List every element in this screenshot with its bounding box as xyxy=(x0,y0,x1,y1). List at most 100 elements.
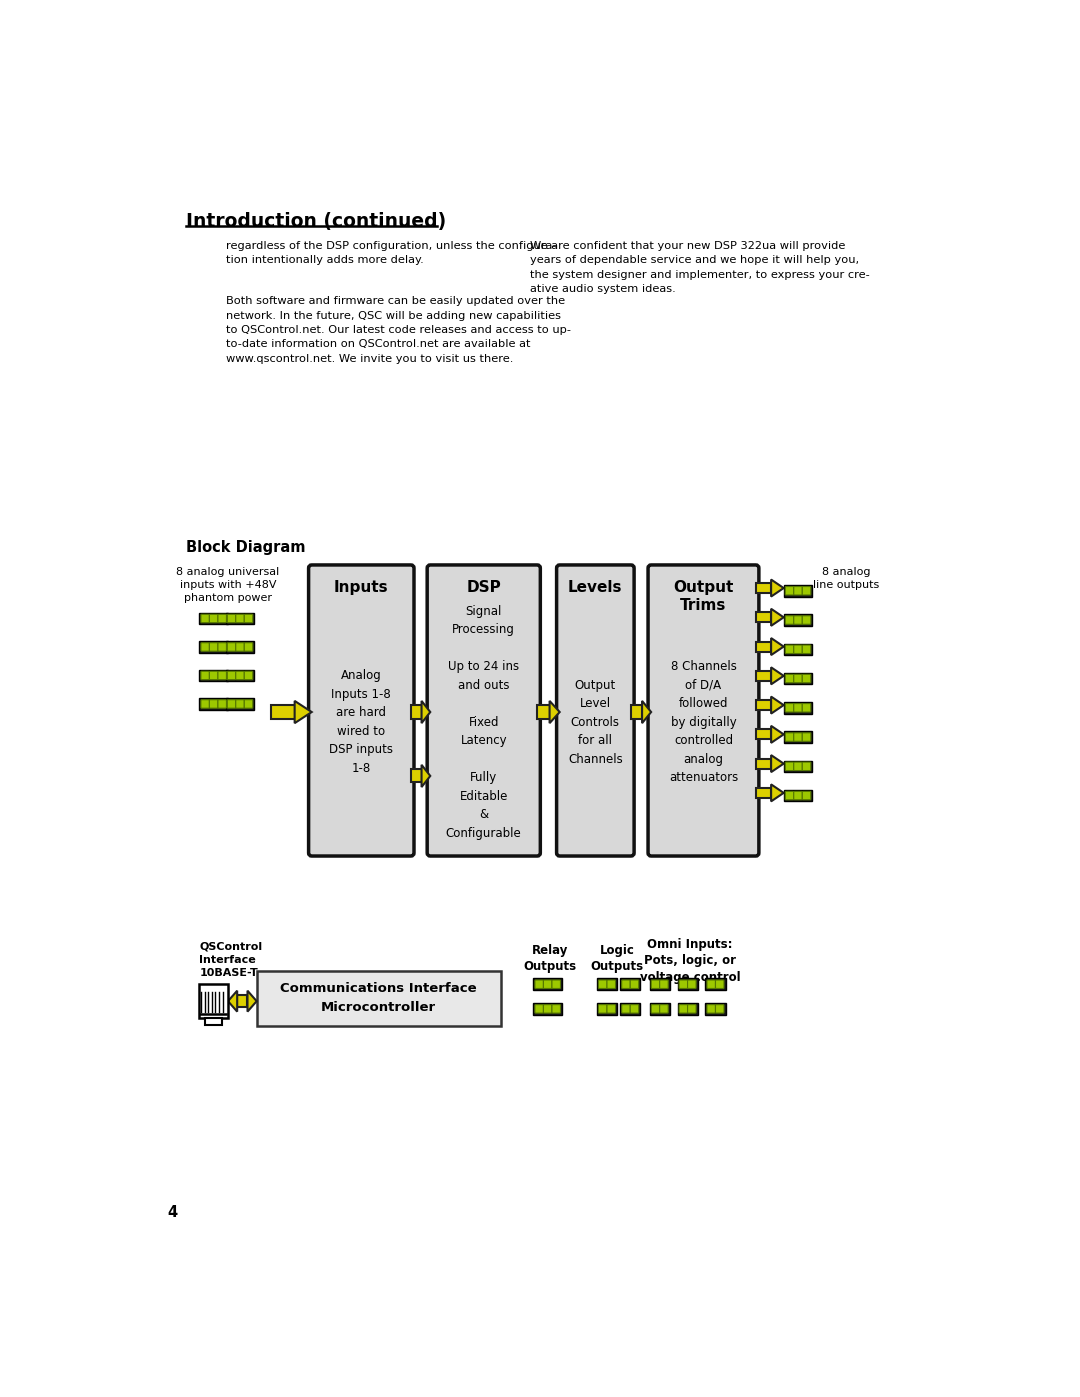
Polygon shape xyxy=(771,784,784,802)
FancyBboxPatch shape xyxy=(802,645,811,654)
FancyBboxPatch shape xyxy=(227,700,235,708)
FancyBboxPatch shape xyxy=(227,643,235,651)
FancyBboxPatch shape xyxy=(707,1004,715,1013)
Polygon shape xyxy=(550,701,559,724)
Bar xyxy=(226,641,255,652)
FancyBboxPatch shape xyxy=(794,616,802,624)
FancyBboxPatch shape xyxy=(607,979,616,989)
Bar xyxy=(784,760,812,773)
FancyBboxPatch shape xyxy=(201,700,210,708)
Bar xyxy=(756,671,771,680)
FancyBboxPatch shape xyxy=(210,700,218,708)
Bar xyxy=(784,644,812,655)
FancyBboxPatch shape xyxy=(598,979,607,989)
FancyBboxPatch shape xyxy=(622,1004,631,1013)
FancyBboxPatch shape xyxy=(785,733,794,742)
Bar xyxy=(537,705,550,718)
FancyBboxPatch shape xyxy=(651,1004,660,1013)
Text: regardless of the DSP configuration, unless the configura-
tion intentionally ad: regardless of the DSP configuration, unl… xyxy=(227,240,557,265)
Bar xyxy=(756,788,771,798)
FancyBboxPatch shape xyxy=(794,645,802,654)
Bar xyxy=(649,1003,670,1014)
FancyBboxPatch shape xyxy=(210,671,218,680)
FancyBboxPatch shape xyxy=(715,979,724,989)
FancyBboxPatch shape xyxy=(244,700,253,708)
FancyBboxPatch shape xyxy=(552,1004,561,1013)
FancyBboxPatch shape xyxy=(598,1004,607,1013)
Bar xyxy=(756,759,771,768)
FancyBboxPatch shape xyxy=(802,587,811,595)
Bar xyxy=(200,613,228,624)
FancyBboxPatch shape xyxy=(648,564,759,856)
Bar xyxy=(620,978,640,990)
FancyBboxPatch shape xyxy=(309,564,414,856)
Text: Inputs: Inputs xyxy=(334,580,389,595)
FancyBboxPatch shape xyxy=(707,979,715,989)
FancyBboxPatch shape xyxy=(218,643,227,651)
Polygon shape xyxy=(771,697,784,714)
Text: Communications Interface
Microcontroller: Communications Interface Microcontroller xyxy=(281,982,477,1014)
FancyBboxPatch shape xyxy=(543,1004,552,1013)
FancyBboxPatch shape xyxy=(631,1004,638,1013)
FancyBboxPatch shape xyxy=(802,733,811,742)
Polygon shape xyxy=(771,668,784,685)
FancyBboxPatch shape xyxy=(679,1004,688,1013)
Text: 8 Channels
of D/A
followed
by digitally
controlled
analog
attenuators: 8 Channels of D/A followed by digitally … xyxy=(669,659,738,784)
Bar xyxy=(705,1003,726,1014)
Bar xyxy=(257,971,501,1027)
FancyBboxPatch shape xyxy=(785,645,794,654)
Polygon shape xyxy=(771,756,784,773)
FancyBboxPatch shape xyxy=(785,675,794,683)
FancyBboxPatch shape xyxy=(802,704,811,712)
FancyBboxPatch shape xyxy=(794,587,802,595)
FancyBboxPatch shape xyxy=(607,1004,616,1013)
FancyBboxPatch shape xyxy=(785,791,794,800)
Text: Levels: Levels xyxy=(568,580,622,595)
FancyBboxPatch shape xyxy=(688,979,697,989)
Bar xyxy=(410,770,421,782)
FancyBboxPatch shape xyxy=(227,615,235,623)
Text: QSControl
Interface
10BASE-T: QSControl Interface 10BASE-T xyxy=(200,942,262,978)
FancyBboxPatch shape xyxy=(210,643,218,651)
FancyBboxPatch shape xyxy=(235,671,244,680)
Bar xyxy=(756,700,771,710)
Bar xyxy=(271,705,295,718)
FancyBboxPatch shape xyxy=(428,564,540,856)
Bar xyxy=(226,613,255,624)
Bar xyxy=(238,995,247,1007)
Bar xyxy=(756,641,771,651)
FancyBboxPatch shape xyxy=(802,791,811,800)
FancyBboxPatch shape xyxy=(794,733,802,742)
FancyBboxPatch shape xyxy=(201,615,210,623)
Text: Introduction (continued): Introduction (continued) xyxy=(186,212,446,232)
FancyBboxPatch shape xyxy=(244,643,253,651)
Text: DSP: DSP xyxy=(467,580,501,595)
Polygon shape xyxy=(771,580,784,597)
Bar xyxy=(226,698,255,710)
Bar xyxy=(199,983,228,1018)
FancyBboxPatch shape xyxy=(660,1004,669,1013)
FancyBboxPatch shape xyxy=(794,675,802,683)
Bar xyxy=(410,705,421,718)
FancyBboxPatch shape xyxy=(660,979,669,989)
FancyBboxPatch shape xyxy=(688,1004,697,1013)
Polygon shape xyxy=(421,764,430,787)
Polygon shape xyxy=(771,609,784,626)
FancyBboxPatch shape xyxy=(210,615,218,623)
Text: Both software and firmware can be easily updated over the
network. In the future: Both software and firmware can be easily… xyxy=(227,296,571,363)
FancyBboxPatch shape xyxy=(631,979,638,989)
FancyBboxPatch shape xyxy=(535,1004,543,1013)
FancyBboxPatch shape xyxy=(235,643,244,651)
Text: Output
Level
Controls
for all
Channels: Output Level Controls for all Channels xyxy=(568,679,623,766)
FancyBboxPatch shape xyxy=(785,616,794,624)
FancyBboxPatch shape xyxy=(201,643,210,651)
FancyBboxPatch shape xyxy=(227,671,235,680)
Bar xyxy=(534,1003,562,1014)
Bar xyxy=(784,585,812,597)
Bar xyxy=(200,641,228,652)
Bar xyxy=(784,703,812,714)
FancyBboxPatch shape xyxy=(785,704,794,712)
Bar xyxy=(784,731,812,743)
Polygon shape xyxy=(295,701,312,724)
FancyBboxPatch shape xyxy=(715,1004,724,1013)
